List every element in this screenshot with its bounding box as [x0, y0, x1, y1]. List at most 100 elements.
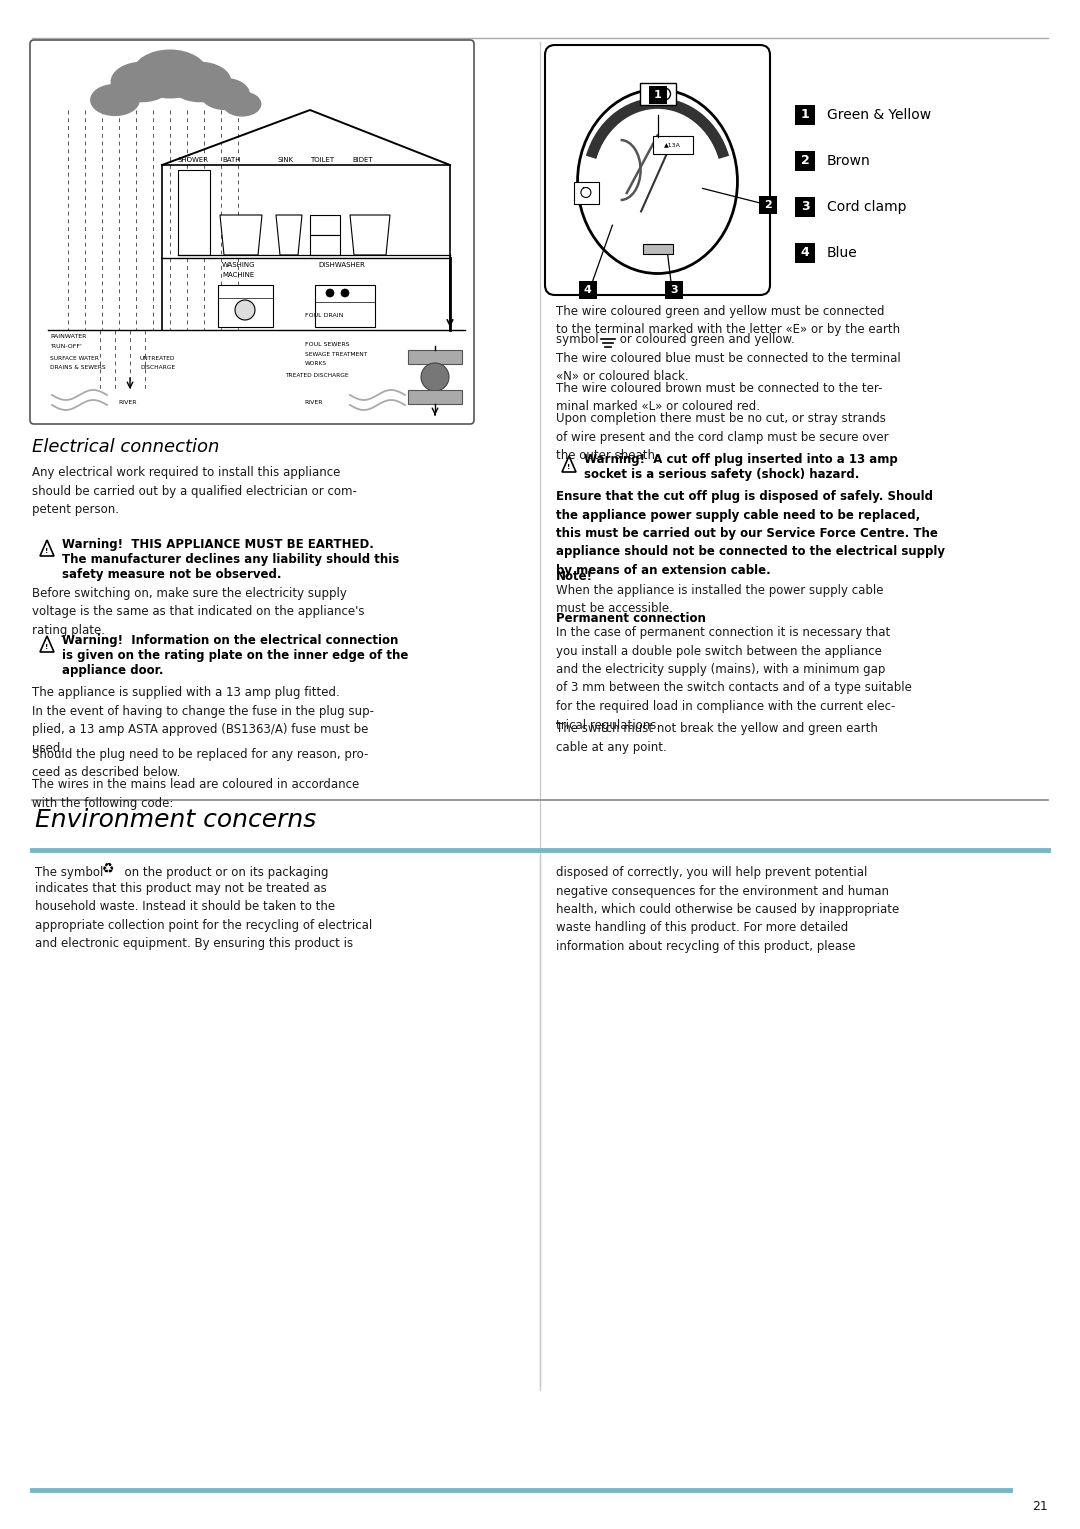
Bar [218, 284, 273, 327]
Text: In the case of permanent connection it is necessary that
you install a double po: In the case of permanent connection it i… [556, 625, 912, 731]
Text: 4: 4 [800, 246, 809, 260]
Text: Warning!  Information on the electrical connection: Warning! Information on the electrical c… [62, 635, 399, 647]
Polygon shape [562, 456, 576, 472]
Text: FOUL DRAIN: FOUL DRAIN [305, 313, 343, 318]
Ellipse shape [91, 84, 139, 115]
Text: Permanent connection: Permanent connection [556, 612, 706, 625]
Text: symbol: symbol [556, 333, 603, 346]
Text: The wires in the mains lead are coloured in accordance
with the following code:: The wires in the mains lead are coloured… [32, 778, 360, 809]
Text: SURFACE WATER: SURFACE WATER [50, 356, 99, 361]
Text: !: ! [567, 463, 570, 469]
Bar [315, 284, 375, 327]
Text: ▲13A: ▲13A [664, 142, 680, 147]
Text: MACHINE: MACHINE [222, 272, 254, 278]
Text: RAINWATER: RAINWATER [50, 333, 86, 339]
Text: WORKS: WORKS [305, 361, 327, 365]
Bar [408, 350, 462, 364]
Text: 'RUN-OFF': 'RUN-OFF' [50, 344, 82, 349]
Ellipse shape [170, 63, 231, 101]
Text: or coloured green and yellow.: or coloured green and yellow. [616, 333, 795, 346]
Text: SINK: SINK [278, 157, 294, 164]
Text: The symbol: The symbol [35, 865, 111, 879]
Text: 1: 1 [800, 109, 809, 121]
Polygon shape [276, 216, 302, 255]
Bar [408, 390, 462, 404]
Text: WASHING: WASHING [222, 261, 256, 268]
Ellipse shape [578, 90, 738, 274]
Circle shape [341, 289, 349, 297]
Text: FOUL SEWERS: FOUL SEWERS [305, 342, 350, 347]
Text: disposed of correctly, you will help prevent potential
negative consequences for: disposed of correctly, you will help pre… [556, 865, 900, 953]
Text: 3: 3 [800, 200, 809, 214]
Text: UNTREATED: UNTREATED [140, 356, 175, 361]
Text: !: ! [45, 547, 49, 553]
Ellipse shape [201, 78, 249, 110]
Text: socket is a serious safety (shock) hazard.: socket is a serious safety (shock) hazar… [584, 468, 860, 482]
Bar [759, 196, 777, 214]
Ellipse shape [133, 50, 207, 98]
Text: 1: 1 [653, 90, 661, 99]
Text: is given on the rating plate on the inner edge of the: is given on the rating plate on the inne… [62, 648, 408, 662]
Bar [795, 243, 815, 263]
Polygon shape [350, 216, 390, 255]
Text: indicates that this product may not be treated as
household waste. Instead it sh: indicates that this product may not be t… [35, 882, 373, 951]
FancyBboxPatch shape [30, 40, 474, 424]
Text: TOILET: TOILET [310, 157, 334, 164]
Circle shape [659, 89, 671, 99]
Text: 21: 21 [1032, 1500, 1048, 1514]
Text: BIDET: BIDET [352, 157, 373, 164]
Text: N: N [581, 187, 588, 196]
Text: DISHWASHER: DISHWASHER [318, 261, 365, 268]
Bar [643, 243, 673, 254]
Text: Before switching on, make sure the electricity supply
voltage is the same as tha: Before switching on, make sure the elect… [32, 587, 365, 638]
Text: 2: 2 [800, 154, 809, 168]
Text: SHOWER: SHOWER [178, 157, 210, 164]
Text: The wire coloured blue must be connected to the terminal
«N» or coloured black.: The wire coloured blue must be connected… [556, 352, 901, 384]
Text: Electrical connection: Electrical connection [32, 437, 219, 456]
Text: safety measure not be observed.: safety measure not be observed. [62, 567, 282, 581]
Bar [652, 136, 692, 153]
Text: The appliance is supplied with a 13 amp plug fitted.
In the event of having to c: The appliance is supplied with a 13 amp … [32, 687, 374, 754]
Polygon shape [40, 540, 54, 557]
Polygon shape [220, 216, 262, 255]
Text: Should the plug need to be replaced for any reason, pro-
ceed as described below: Should the plug need to be replaced for … [32, 748, 368, 780]
Text: Any electrical work required to install this appliance
should be carried out by : Any electrical work required to install … [32, 466, 356, 515]
Text: TREATED DISCHARGE: TREATED DISCHARGE [285, 373, 349, 378]
Text: 3: 3 [670, 284, 678, 295]
Text: appliance door.: appliance door. [62, 664, 163, 677]
Text: on the product or on its packaging: on the product or on its packaging [117, 865, 328, 879]
Text: BATH: BATH [222, 157, 241, 164]
Circle shape [326, 289, 334, 297]
Text: Warning!  A cut off plug inserted into a 13 amp: Warning! A cut off plug inserted into a … [584, 453, 897, 466]
Circle shape [581, 188, 591, 197]
Text: ♻: ♻ [102, 862, 114, 876]
Text: DRAINS & SEWERS: DRAINS & SEWERS [50, 365, 106, 370]
FancyBboxPatch shape [545, 44, 770, 295]
Circle shape [421, 362, 449, 391]
Text: Brown: Brown [827, 154, 870, 168]
Text: Blue: Blue [827, 246, 858, 260]
Ellipse shape [224, 92, 260, 116]
Text: Cord clamp: Cord clamp [827, 200, 906, 214]
Text: The switch must not break the yellow and green earth
cable at any point.: The switch must not break the yellow and… [556, 722, 878, 754]
Circle shape [235, 300, 255, 320]
Bar [648, 86, 666, 104]
Text: E: E [649, 90, 653, 98]
Text: !: ! [45, 644, 49, 650]
Bar [795, 106, 815, 125]
Polygon shape [40, 636, 54, 651]
Text: Warning!  THIS APPLIANCE MUST BE EARTHED.: Warning! THIS APPLIANCE MUST BE EARTHED. [62, 538, 374, 550]
Text: The manufacturer declines any liability should this: The manufacturer declines any liability … [62, 553, 400, 566]
Text: Environment concerns: Environment concerns [35, 807, 316, 832]
Bar [795, 151, 815, 171]
Text: 4: 4 [584, 284, 592, 295]
Bar [665, 281, 683, 300]
Text: When the appliance is installed the power supply cable
must be accessible.: When the appliance is installed the powe… [556, 584, 883, 616]
Bar [795, 197, 815, 217]
Bar [639, 83, 675, 106]
Text: DISCHARGE: DISCHARGE [140, 365, 175, 370]
Text: The wire coloured green and yellow must be connected
to the terminal marked with: The wire coloured green and yellow must … [556, 304, 900, 336]
Text: SEWAGE TREATMENT: SEWAGE TREATMENT [305, 352, 367, 356]
Bar [573, 182, 599, 203]
Bar [310, 235, 340, 255]
